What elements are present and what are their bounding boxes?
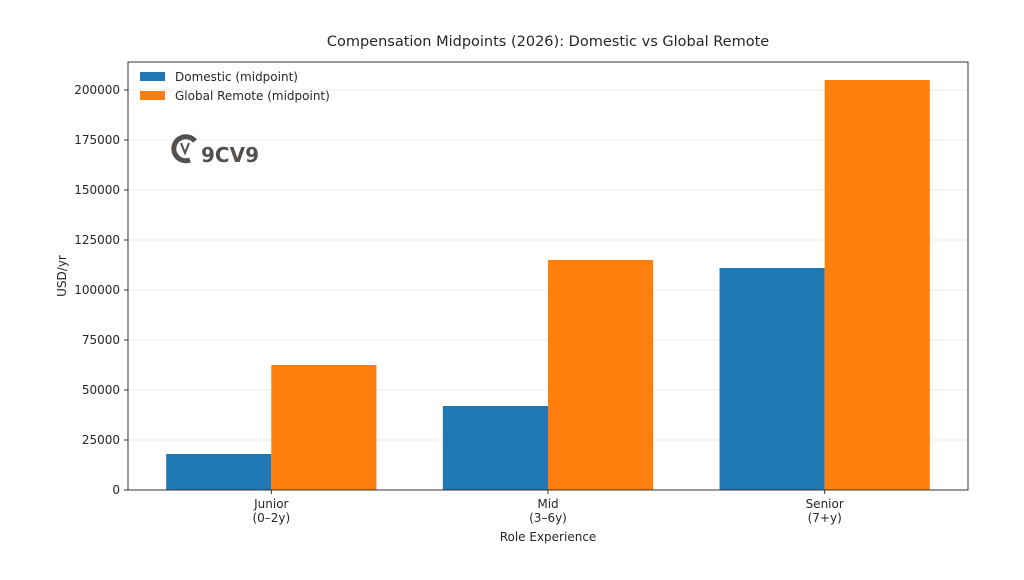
y-tick-label: 25000	[82, 433, 120, 447]
x-tick-label: Mid (3–6y)	[529, 497, 567, 525]
bars	[166, 80, 930, 490]
y-tick-label: 125000	[74, 233, 120, 247]
legend-label-domestic: Domestic (midpoint)	[175, 70, 298, 84]
y-tick-label: 150000	[74, 183, 120, 197]
logo-ring-icon	[171, 134, 197, 164]
bar-global-1	[548, 260, 654, 490]
y-tick-label: 75000	[82, 333, 120, 347]
y-axis: 0 25000 50000 75000 100000 125000 150000 175000…	[74, 83, 128, 497]
y-axis-label: USD/yr	[55, 255, 69, 297]
bar-global-0	[271, 365, 377, 490]
chart-title: Compensation Midpoints (2026): Domestic …	[327, 34, 769, 50]
watermark-logo: 9CV9	[171, 134, 259, 167]
legend-swatch-global	[140, 91, 165, 100]
logo-v-icon	[180, 142, 190, 156]
x-tick-label: Senior (7+y)	[806, 497, 844, 525]
bar-global-2	[824, 80, 930, 490]
bar-domestic-0	[166, 454, 272, 490]
x-tick-label: Junior (0–2y)	[252, 497, 290, 525]
y-tick-label: 100000	[74, 283, 120, 297]
legend-swatch-domestic	[140, 72, 165, 81]
y-tick-label: 175000	[74, 133, 120, 147]
y-tick-label: 200000	[74, 83, 120, 97]
x-axis: Junior (0–2y) Mid (3–6y) Senior (7+y)	[252, 490, 844, 525]
x-axis-label: Role Experience	[500, 530, 597, 544]
y-tick-label: 50000	[82, 383, 120, 397]
bar-domestic-1	[442, 406, 548, 490]
bar-domestic-2	[719, 268, 825, 490]
y-tick-label: 0	[112, 483, 120, 497]
legend-label-global: Global Remote (midpoint)	[175, 89, 330, 103]
legend: Domestic (midpoint) Global Remote (midpo…	[140, 70, 330, 103]
logo-text: 9CV9	[201, 143, 259, 167]
